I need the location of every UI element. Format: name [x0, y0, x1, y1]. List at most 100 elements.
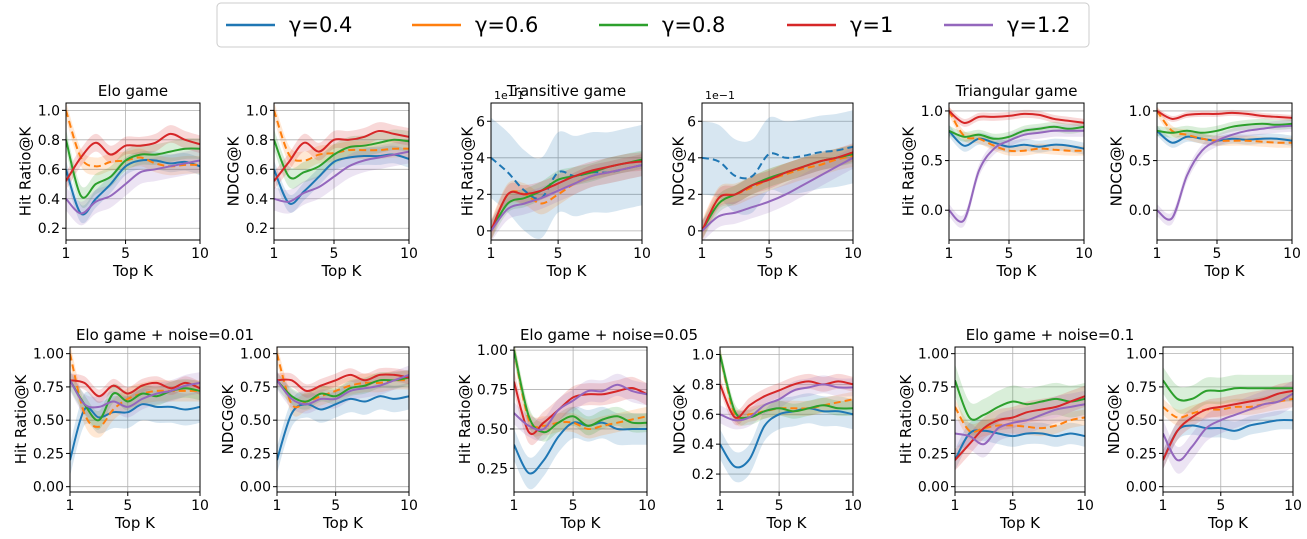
series-line [702, 156, 853, 232]
x-axis-label: Top K [321, 262, 363, 280]
y-scale-label: 1e−1 [494, 89, 524, 102]
series-line [949, 110, 1084, 124]
y-tick-label: 0.50 [477, 422, 508, 438]
confidence-band [702, 110, 853, 215]
confidence-band [514, 347, 647, 442]
series-line [514, 383, 647, 431]
x-tick-label: 1 [716, 498, 725, 514]
y-tick-label: 0.8 [38, 133, 60, 149]
confidence-band [1163, 380, 1293, 474]
plot-area [720, 347, 853, 483]
x-axis-label: Top K [114, 514, 156, 532]
x-tick-label: 5 [121, 246, 130, 262]
confidence-band [949, 124, 1084, 155]
subplot: 1 5 10 0 2 4 6 Top K NDCG@K 1e−1 [670, 89, 862, 280]
y-tick-label: 0.6 [38, 162, 60, 178]
x-axis-label: Top K [112, 262, 154, 280]
series-line [1157, 110, 1292, 120]
y-tick-label: 0.5 [1129, 154, 1151, 170]
axes-frame [490, 102, 643, 241]
series-line [491, 160, 642, 232]
y-tick-label: 0.2 [38, 221, 60, 237]
series-line [1157, 124, 1292, 221]
y-tick-label: 0.75 [33, 380, 64, 396]
y-tick-label: 0.2 [692, 467, 714, 483]
y-axis-label: Hit Ratio@K [17, 126, 35, 217]
subplot-title: Elo game + noise=0.05 [520, 326, 698, 344]
confidence-band [720, 393, 853, 483]
series-line [277, 373, 409, 406]
subplot-title: Transitive game [506, 82, 626, 100]
x-tick-label: 5 [1008, 498, 1017, 514]
plot-area [955, 364, 1085, 471]
series-line [720, 354, 853, 420]
series-line [949, 129, 1084, 223]
x-axis-label: Top K [1207, 514, 1249, 532]
series-line [955, 406, 1085, 434]
y-axis-label: NDCG@K [1108, 135, 1126, 206]
y-tick-label: 1.00 [477, 343, 508, 359]
confidence-band [949, 106, 1084, 157]
x-tick-label: 1 [66, 498, 75, 514]
x-tick-label: 10 [638, 498, 656, 514]
x-tick-label: 1 [270, 246, 279, 262]
confidence-band [274, 103, 409, 170]
plot-area [702, 110, 853, 240]
series-line [277, 353, 409, 409]
confidence-band [949, 107, 1084, 127]
confidence-band [1157, 108, 1292, 122]
x-axis-label: Top K [766, 514, 808, 532]
axes-frame [948, 102, 1085, 241]
confidence-band [491, 154, 642, 240]
series-line [955, 395, 1085, 461]
plot-area [1157, 106, 1292, 226]
x-tick-label: 1 [945, 246, 954, 262]
axes-frame [513, 346, 648, 493]
y-tick-label: 1.0 [692, 347, 714, 363]
subplot: 1 5 10 0.2 0.4 0.6 0.8 1.0 Top K NDCG@K [225, 102, 418, 280]
y-tick-label: 0.8 [692, 377, 714, 393]
x-tick-label: 10 [844, 246, 862, 262]
confidence-band [702, 145, 853, 240]
series-line [1163, 418, 1293, 461]
legend-entry: γ=0.4 [226, 13, 352, 37]
series-line [955, 403, 1085, 446]
y-tick-label: 0.25 [240, 446, 271, 462]
x-tick-label: 10 [400, 498, 418, 514]
subplot-title: Elo game + noise=0.01 [76, 326, 254, 344]
y-tick-label: 0.2 [246, 221, 268, 237]
series-line [949, 125, 1084, 140]
series-line [949, 110, 1084, 153]
confidence-band [274, 122, 409, 190]
series-line [720, 383, 853, 422]
y-tick-label: 6 [687, 114, 696, 130]
x-tick-label: 1 [487, 246, 496, 262]
x-tick-label: 10 [191, 498, 209, 514]
subplot: 1 5 10 0.2 0.4 0.6 0.8 1.0 Top K NDCG@K [671, 346, 862, 532]
axes-frame [954, 346, 1086, 493]
series-line [702, 145, 853, 180]
y-tick-label: 1.00 [33, 347, 64, 363]
x-tick-label: 1 [1159, 498, 1168, 514]
x-axis-label: Top K [999, 514, 1041, 532]
series-line [277, 376, 409, 403]
confidence-band [702, 143, 853, 240]
x-tick-label: 5 [1005, 246, 1014, 262]
confidence-band [955, 419, 1085, 471]
subplot: 1 5 10 0.25 0.50 0.75 1.00 Top K Hit Ratio@K Elo … [456, 326, 698, 532]
x-tick-label: 5 [330, 246, 339, 262]
x-axis-label: Top K [996, 262, 1038, 280]
y-axis-label: NDCG@K [219, 383, 237, 454]
confidence-band [1163, 381, 1293, 470]
series-line [1163, 379, 1293, 402]
x-tick-label: 5 [569, 498, 578, 514]
subplot-title: Elo game [98, 82, 168, 100]
y-tick-label: 0.25 [477, 461, 508, 477]
legend-entry: γ=1.2 [944, 13, 1070, 37]
x-tick-label: 1 [273, 498, 282, 514]
axes-frame [719, 346, 854, 493]
x-tick-label: 5 [1216, 498, 1225, 514]
y-tick-label: 0 [476, 224, 485, 240]
x-tick-label: 1 [510, 498, 519, 514]
